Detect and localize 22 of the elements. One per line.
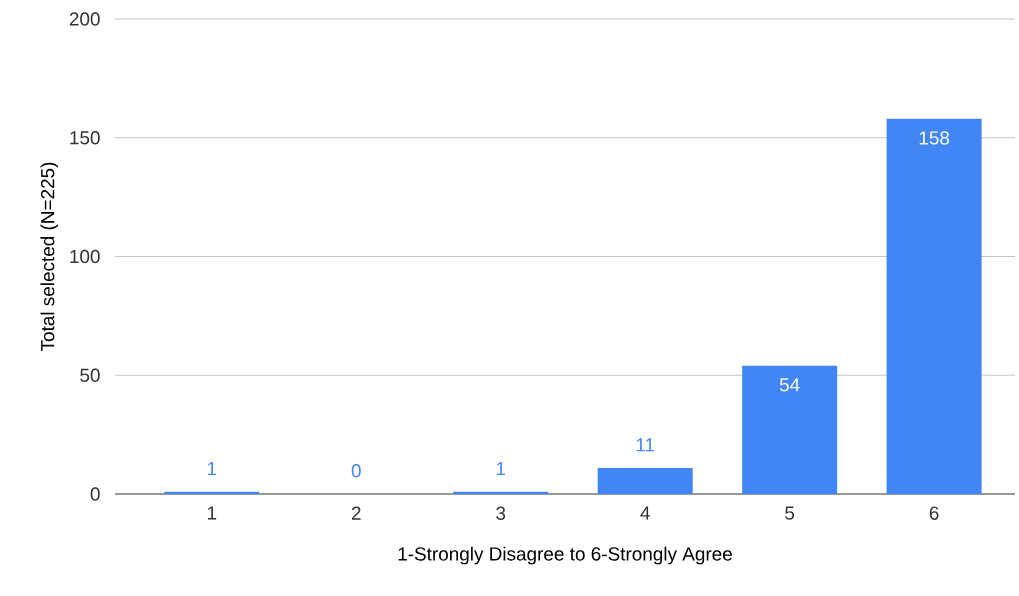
x-axis-title: 1-Strongly Disagree to 6-Strongly Agree — [398, 546, 732, 565]
y-tick-label: 50 — [80, 368, 100, 382]
bar — [742, 365, 838, 494]
x-tick-label: 5 — [785, 506, 795, 520]
y-tick-label: 150 — [70, 131, 100, 145]
data-label: 1 — [207, 462, 217, 476]
x-tick-label: 6 — [929, 506, 939, 520]
y-tick-label: 0 — [90, 487, 100, 501]
data-label: 1 — [496, 462, 506, 476]
data-label: 158 — [919, 131, 950, 145]
y-tick-label: 200 — [69, 12, 100, 26]
x-tick-label: 3 — [496, 506, 506, 520]
data-label: 54 — [779, 378, 800, 392]
bar — [597, 467, 693, 494]
x-tick-label: 4 — [640, 506, 650, 520]
data-label: 11 — [636, 438, 655, 452]
x-tick-label: 1 — [207, 506, 217, 520]
y-axis-title: Total selected (N=225) — [40, 162, 59, 352]
bar — [886, 118, 982, 494]
y-tick-label: 100 — [70, 249, 100, 264]
x-tick-label: 2 — [351, 506, 361, 520]
data-label: 0 — [351, 464, 361, 478]
